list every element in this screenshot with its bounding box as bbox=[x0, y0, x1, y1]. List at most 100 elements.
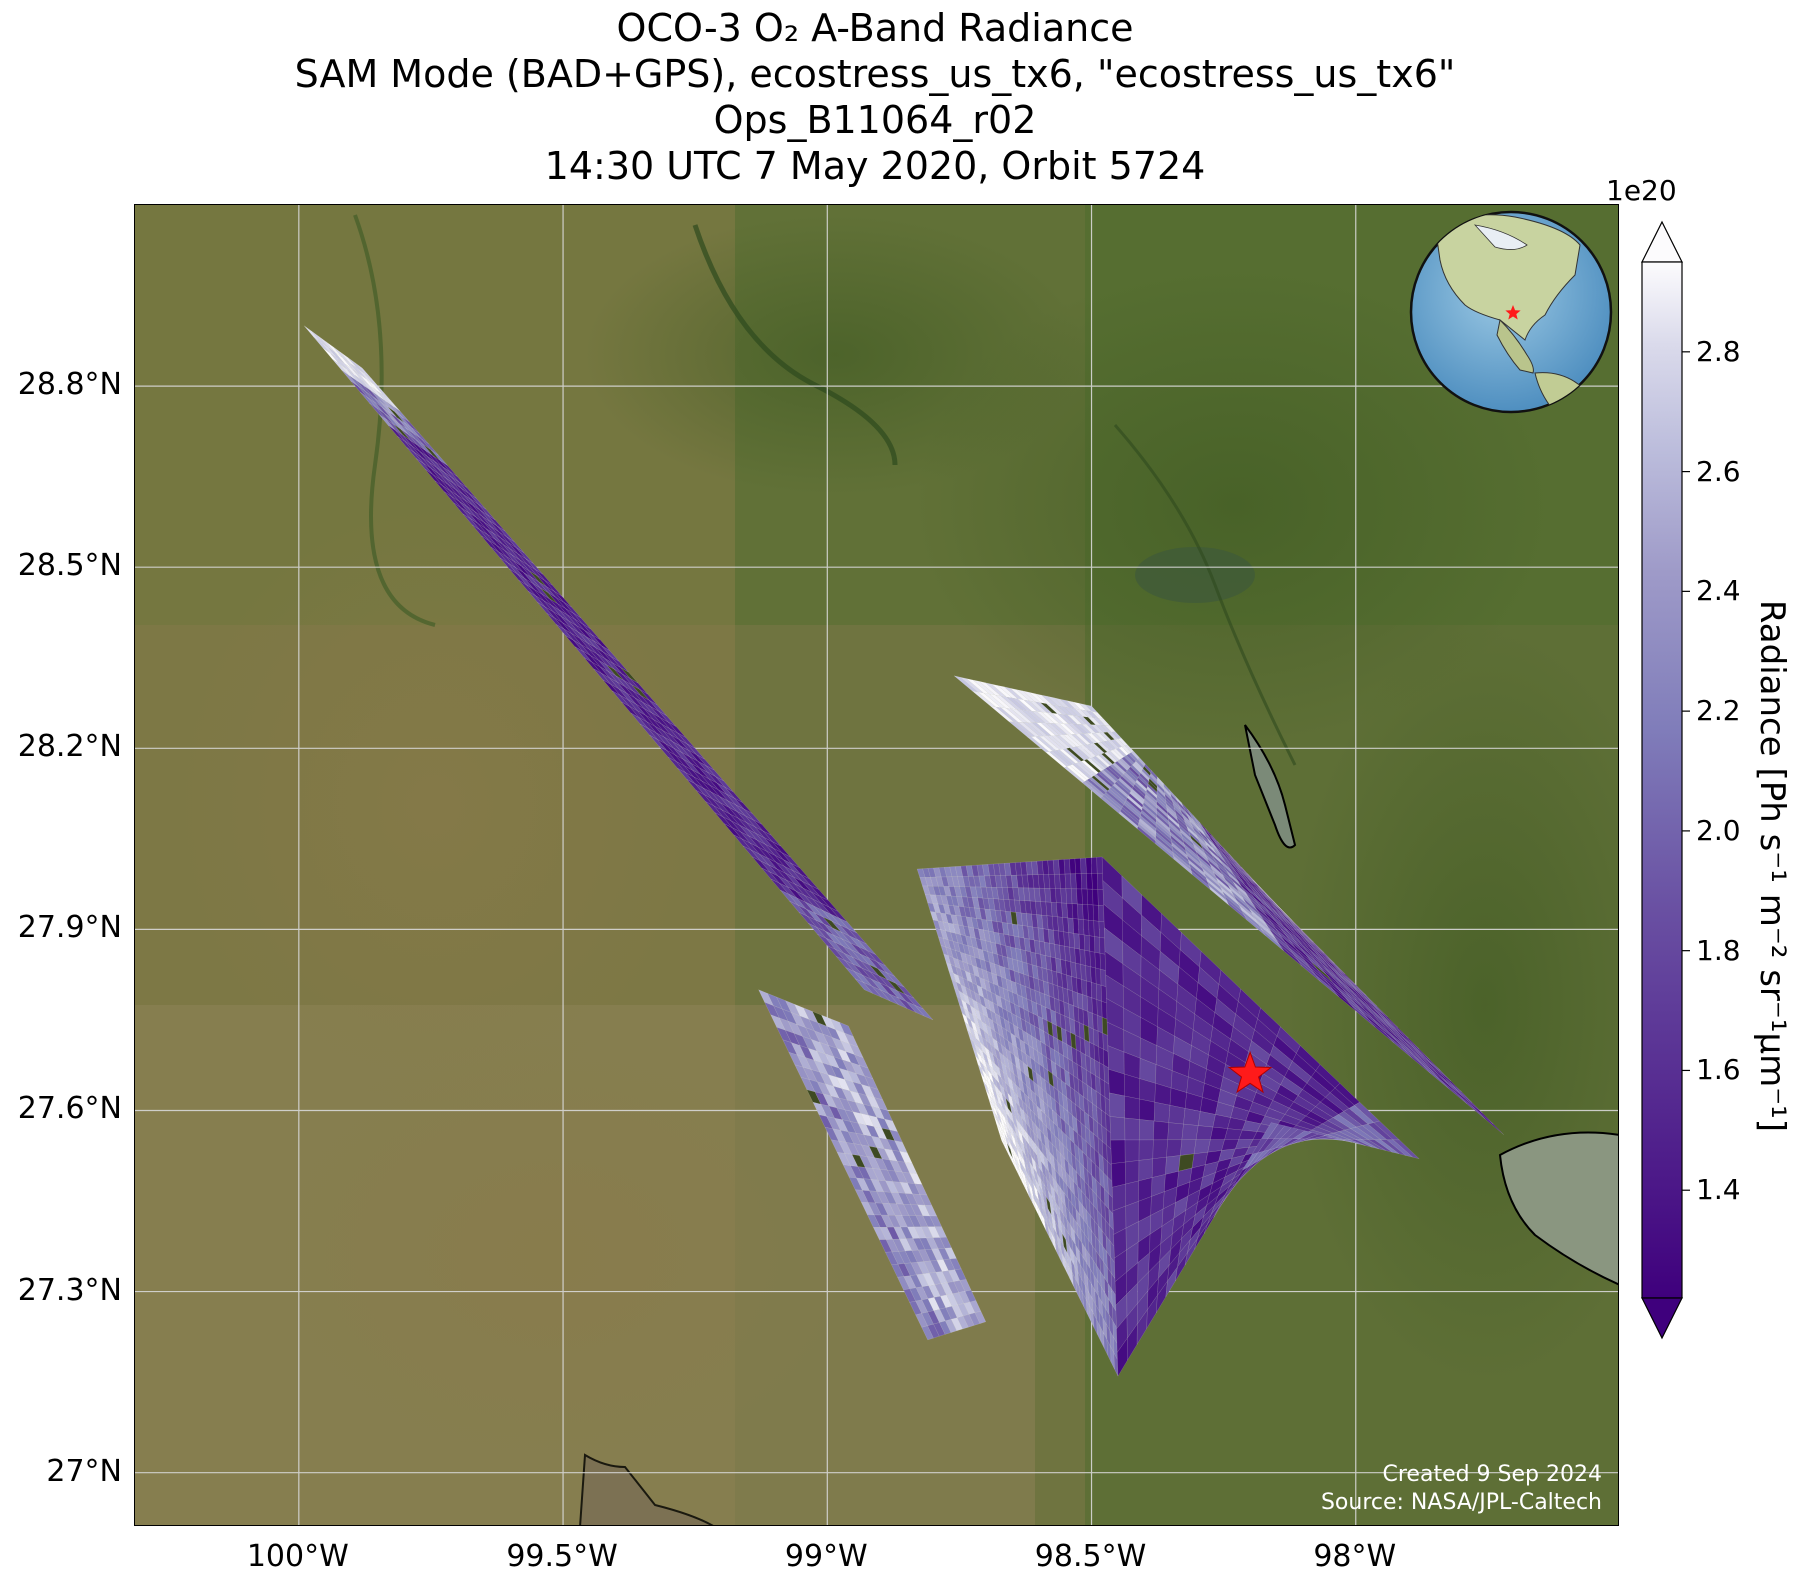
radiance-cell bbox=[1183, 1108, 1201, 1126]
radiance-cell bbox=[1265, 892, 1282, 911]
colorbar-tick-label: 1.6 bbox=[1696, 1053, 1741, 1087]
radiance-cell bbox=[1083, 919, 1090, 936]
radiance-cell bbox=[1095, 983, 1102, 1002]
radiance-cell bbox=[1153, 1120, 1170, 1141]
radiance-cell bbox=[1075, 873, 1083, 890]
colorbar-gradient bbox=[1641, 261, 1683, 1299]
radiance-cell bbox=[1076, 888, 1083, 905]
created-date-text: Created 9 Sep 2024 bbox=[1382, 1462, 1603, 1487]
radiance-cell bbox=[1097, 1030, 1104, 1050]
colorbar-min-extend bbox=[1641, 1297, 1683, 1340]
radiance-cell bbox=[1152, 1139, 1168, 1160]
radiance-cell bbox=[1124, 1160, 1140, 1185]
radiance-cell bbox=[1167, 1122, 1184, 1140]
radiance-cell bbox=[1168, 1105, 1186, 1125]
title-line-3: Ops_B11064_r02 bbox=[713, 98, 1037, 142]
radiance-cell bbox=[1101, 1017, 1108, 1036]
radiance-cell bbox=[914, 1005, 934, 1021]
radiance-cell bbox=[1083, 934, 1091, 952]
source-text: Source: NASA/JPL-Caltech bbox=[1320, 1490, 1602, 1515]
radiance-cell bbox=[1063, 858, 1071, 875]
y-tick-label: 28.5°N bbox=[17, 548, 122, 584]
radiance-cell bbox=[1100, 985, 1107, 1004]
radiance-cell bbox=[1102, 1032, 1109, 1052]
radiance-cell bbox=[1180, 1139, 1197, 1156]
radiance-cell bbox=[1091, 982, 1098, 1000]
colorbar-tick-label: 1.4 bbox=[1696, 1173, 1741, 1207]
radiance-cell bbox=[1098, 905, 1105, 923]
radiance-cell bbox=[1124, 1139, 1140, 1163]
radiance-cell bbox=[1089, 951, 1096, 969]
swath-main bbox=[916, 856, 1119, 1377]
title-line-2: SAM Mode (BAD+GPS), ecostress_us_tx6, "e… bbox=[294, 52, 1456, 96]
radiance-cell bbox=[1080, 857, 1087, 874]
globe-inset bbox=[1409, 210, 1613, 414]
radiance-cell bbox=[1086, 888, 1094, 906]
radiance-cell bbox=[1085, 857, 1093, 874]
colorbar-tick-label: 2.4 bbox=[1696, 574, 1741, 608]
radiance-cell bbox=[1080, 964, 1087, 982]
title-line-1: OCO-3 O₂ A-Band Radiance bbox=[616, 6, 1134, 50]
radiance-cell bbox=[1080, 873, 1088, 890]
x-tick-label: 98.5°W bbox=[1034, 1539, 1147, 1574]
swath-nw-long bbox=[303, 325, 934, 1021]
colorbar-tick-label: 2.2 bbox=[1696, 694, 1741, 728]
radiance-cell bbox=[1096, 872, 1104, 890]
radiance-cell bbox=[1087, 904, 1094, 921]
radiance-cell bbox=[1261, 1122, 1279, 1139]
radiance-cell bbox=[1098, 921, 1105, 939]
y-tick-label: 27.3°N bbox=[17, 1272, 122, 1308]
radiance-swaths bbox=[303, 325, 1504, 1377]
radiance-cell bbox=[1124, 1117, 1140, 1141]
radiance-cell bbox=[1124, 1095, 1140, 1120]
swath-ne-upper bbox=[953, 675, 1504, 1135]
radiance-cell bbox=[1082, 904, 1089, 921]
title-line-4: 14:30 UTC 7 May 2020, Orbit 5724 bbox=[544, 144, 1206, 188]
colorbar-tick-label: 2.8 bbox=[1696, 334, 1741, 368]
globe-location-star-icon bbox=[1505, 305, 1521, 320]
y-tick-label: 28.8°N bbox=[17, 367, 122, 403]
colorbar bbox=[1641, 220, 1690, 1340]
colorbar-tick-label: 2.6 bbox=[1696, 454, 1741, 488]
radiance-cell bbox=[1110, 1139, 1126, 1164]
swath-main-east-lobe bbox=[1101, 856, 1420, 1377]
radiance-cell bbox=[1081, 888, 1089, 905]
x-tick-label: 98°W bbox=[1313, 1539, 1397, 1574]
radiance-cell bbox=[1139, 1098, 1156, 1122]
y-tick-label: 28.2°N bbox=[17, 729, 122, 765]
map-canvas bbox=[135, 205, 1618, 1525]
map-panel[interactable]: Created 9 Sep 2024 Source: NASA/JPL-Calt… bbox=[134, 204, 1619, 1526]
radiance-cell bbox=[1109, 1092, 1125, 1119]
radiance-cell bbox=[1097, 1014, 1104, 1034]
colorbar-max-extend bbox=[1641, 220, 1683, 263]
radiance-cell bbox=[1109, 1116, 1126, 1141]
credit-block: Created 9 Sep 2024 Source: NASA/JPL-Calt… bbox=[1321, 1461, 1602, 1517]
radiance-cell bbox=[1091, 997, 1098, 1016]
radiance-cell bbox=[1138, 1139, 1154, 1161]
radiance-cell bbox=[1090, 857, 1098, 874]
radiance-cell bbox=[1084, 949, 1091, 968]
radiance-cell bbox=[1092, 904, 1100, 922]
radiance-cell bbox=[1093, 1028, 1099, 1048]
radiance-cell bbox=[1100, 969, 1107, 987]
radiance-cell bbox=[1103, 1048, 1109, 1069]
radiance-cell bbox=[1138, 1119, 1155, 1141]
radiance-cell bbox=[1093, 920, 1100, 938]
radiance-cell bbox=[1098, 1046, 1105, 1066]
radiance-cell bbox=[1099, 953, 1106, 971]
radiance-cell bbox=[1138, 1158, 1154, 1182]
y-tick-label: 27.9°N bbox=[17, 910, 122, 946]
radiance-cell bbox=[1091, 873, 1099, 890]
x-tick-label: 99°W bbox=[784, 1539, 868, 1574]
radiance-cell bbox=[1153, 1101, 1171, 1123]
radiance-cell bbox=[1070, 888, 1078, 905]
radiance-cell bbox=[1070, 873, 1077, 890]
radiance-cell bbox=[1166, 1139, 1183, 1158]
radiance-cell bbox=[1069, 858, 1076, 875]
target-star-icon bbox=[1227, 1050, 1273, 1094]
radiance-cell bbox=[1085, 965, 1092, 983]
radiance-cell bbox=[1111, 1161, 1126, 1188]
radiance-cell bbox=[974, 1310, 987, 1324]
radiance-cell bbox=[1071, 903, 1079, 920]
radiance-cell bbox=[1101, 1001, 1108, 1020]
